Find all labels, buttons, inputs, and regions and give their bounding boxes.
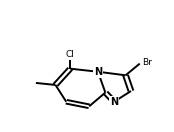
Text: N: N <box>110 97 118 107</box>
Text: Br: Br <box>143 58 152 67</box>
Text: N: N <box>94 67 102 77</box>
Text: Cl: Cl <box>66 50 75 59</box>
